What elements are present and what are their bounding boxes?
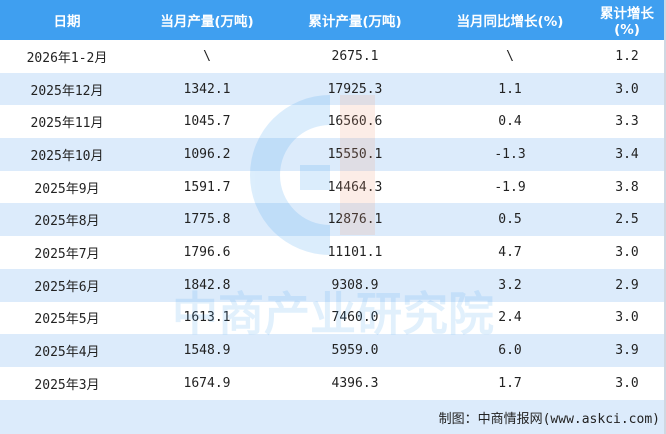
table-row: 2025年9月 1591.7 14464.3 -1.9 3.8 xyxy=(0,171,664,204)
table-row: 2025年10月 1096.2 15550.1 -1.3 3.4 xyxy=(0,138,664,171)
table-cell: 4.7 xyxy=(498,244,522,260)
table-cell: 1.1 xyxy=(498,81,522,97)
column-header: 当月产量(万吨) xyxy=(160,14,254,30)
table-row: 2025年11月 1045.7 16560.6 0.4 3.3 xyxy=(0,105,664,138)
table-cell: 4396.3 xyxy=(331,375,379,391)
table-row: 2025年12月 1342.1 17925.3 1.1 3.0 xyxy=(0,72,664,106)
table-cell: \ xyxy=(203,48,211,64)
table-cell: 2025年11月 xyxy=(30,116,104,132)
table-cell: 1842.8 xyxy=(183,277,231,293)
table-cell: 3.0 xyxy=(615,244,639,260)
table-cell: 1674.9 xyxy=(183,375,231,391)
table-cell: 16560.6 xyxy=(327,114,383,130)
table-cell: 3.0 xyxy=(615,81,639,97)
table-cell: 2.9 xyxy=(615,277,639,293)
table-cell: 1591.7 xyxy=(183,179,231,195)
table-cell: 3.0 xyxy=(615,310,639,326)
table-cell: 2025年9月 xyxy=(34,181,100,197)
table-cell: 15550.1 xyxy=(327,146,383,162)
column-header: 累计增长(%) xyxy=(600,6,654,38)
table-cell: 6.0 xyxy=(498,343,522,359)
table-row: 2025年3月 1674.9 4396.3 1.7 3.0 xyxy=(0,367,664,400)
table-cell: 3.0 xyxy=(615,375,639,391)
table-cell: 12876.1 xyxy=(327,212,383,228)
table-row: 2026年1-2月 \ 2675.1 \ 1.2 xyxy=(0,40,664,73)
table-cell: 1613.1 xyxy=(183,310,231,326)
table-cell: 2675.1 xyxy=(331,48,379,64)
table-cell: 3.8 xyxy=(615,179,639,195)
table-cell: 2025年7月 xyxy=(34,246,100,262)
table-cell: \ xyxy=(506,48,514,64)
table-cell: 2025年5月 xyxy=(34,312,100,328)
table-cell: 0.5 xyxy=(498,212,522,228)
table-cell: 1342.1 xyxy=(183,81,231,97)
column-header: 日期 xyxy=(53,14,81,30)
column-header: 累计产量(万吨) xyxy=(308,14,402,30)
table-cell: 1548.9 xyxy=(183,343,231,359)
table-cell: 0.4 xyxy=(498,114,522,130)
table-cell: 2025年12月 xyxy=(30,83,104,99)
table-cell: 3.9 xyxy=(615,343,639,359)
table-row: 2025年8月 1775.8 12876.1 0.5 2.5 xyxy=(0,203,664,237)
column-header: 当月同比增长(%) xyxy=(456,14,564,30)
table-cell: -1.9 xyxy=(494,179,526,195)
table-row: 2025年7月 1796.6 11101.1 4.7 3.0 xyxy=(0,236,664,269)
table-cell: 3.3 xyxy=(615,114,639,130)
table-cell: 2025年3月 xyxy=(34,377,100,393)
table-row: 2025年6月 1842.8 9308.9 3.2 2.9 xyxy=(0,268,664,302)
table-cell: 3.4 xyxy=(615,146,639,162)
table-cell: 2025年4月 xyxy=(34,345,100,361)
table-row: 2025年5月 1613.1 7460.0 2.4 3.0 xyxy=(0,302,664,335)
table-cell: 17925.3 xyxy=(327,81,383,97)
table-header: 日期 当月产量(万吨) 累计产量(万吨) 当月同比增长(%) 累计增长(%) xyxy=(0,0,664,40)
table-cell: 2.4 xyxy=(498,310,522,326)
table-cell: 1775.8 xyxy=(183,212,231,228)
table-cell: 2025年6月 xyxy=(34,279,100,295)
table-cell: 2.5 xyxy=(615,212,639,228)
table-cell: 1796.6 xyxy=(183,244,231,260)
table-cell: 1045.7 xyxy=(183,114,231,130)
table-cell: 14464.3 xyxy=(327,179,383,195)
table-row: 2025年4月 1548.9 5959.0 6.0 3.9 xyxy=(0,334,664,367)
source-footer: 制图：中商情报网(www.askci.com) xyxy=(0,400,664,434)
table-cell: 7460.0 xyxy=(331,310,379,326)
table-cell: -1.3 xyxy=(494,146,526,162)
table-cell: 11101.1 xyxy=(327,244,383,260)
table-cell: 3.2 xyxy=(498,277,522,293)
table-cell: 1096.2 xyxy=(183,146,231,162)
table-cell: 2026年1-2月 xyxy=(26,50,108,66)
table-cell: 1.2 xyxy=(615,48,639,64)
table-cell: 2025年8月 xyxy=(34,214,100,230)
table-cell: 5959.0 xyxy=(331,343,379,359)
table-cell: 2025年10月 xyxy=(30,148,104,164)
table-cell: 1.7 xyxy=(498,375,522,391)
table-cell: 9308.9 xyxy=(331,277,379,293)
